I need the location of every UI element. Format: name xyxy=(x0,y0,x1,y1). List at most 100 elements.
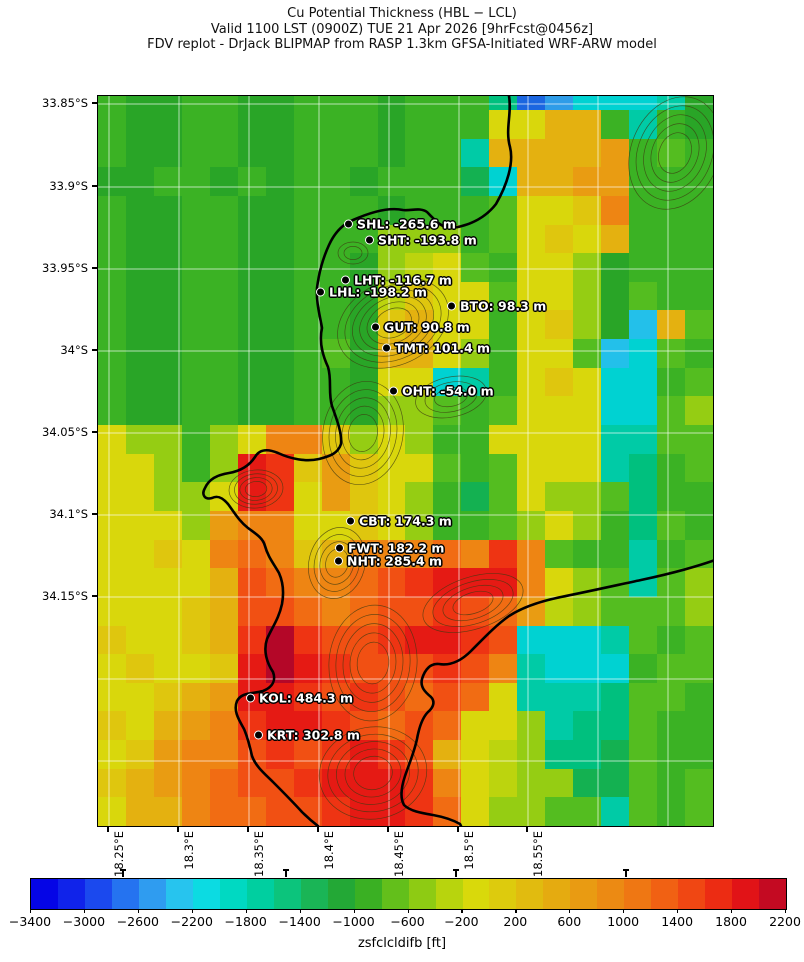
grid-cell xyxy=(629,96,658,110)
grid-cell xyxy=(573,138,602,168)
grid-cell xyxy=(98,682,126,712)
grid-cell xyxy=(545,740,574,769)
colorbar-segment xyxy=(489,879,517,909)
grid-cell xyxy=(601,310,630,340)
grid-cell xyxy=(685,740,713,769)
colorbar-segment xyxy=(435,879,463,909)
grid-row xyxy=(98,281,713,311)
grid-cell xyxy=(209,425,238,454)
grid-cell xyxy=(489,682,518,712)
grid-cell xyxy=(461,281,490,311)
grid-cell xyxy=(237,396,266,426)
colorbar-tick-mark xyxy=(731,909,733,913)
grid-cell xyxy=(125,425,154,454)
grid-cell xyxy=(545,482,574,511)
x-tick-mark xyxy=(107,826,109,832)
grid-cell xyxy=(545,138,574,168)
grid-cell xyxy=(517,539,546,569)
grid-row xyxy=(98,625,713,655)
grid-cell xyxy=(657,711,686,741)
grid-cell xyxy=(98,310,126,340)
contour-ring xyxy=(643,114,707,192)
grid-cell xyxy=(657,482,686,511)
colorbar-minor-mark xyxy=(283,869,288,877)
grid-cell xyxy=(125,96,154,110)
grid-cell xyxy=(517,396,546,426)
grid-cell xyxy=(153,453,182,483)
grid-cell xyxy=(209,711,238,741)
station-label: TMT: 101.4 m xyxy=(395,340,491,356)
contour-ring xyxy=(322,380,404,486)
grid-cell xyxy=(629,253,658,282)
grid-cell xyxy=(573,281,602,311)
grid-cell xyxy=(629,310,658,340)
grid-cell xyxy=(573,110,602,139)
grid-cell xyxy=(573,367,602,397)
y-tick-mark xyxy=(92,431,97,433)
grid-cell xyxy=(573,96,602,110)
contour-ring xyxy=(343,246,363,260)
grid-cell xyxy=(685,281,713,311)
colorbar-tick-mark xyxy=(461,909,463,913)
grid-cell xyxy=(433,224,462,254)
grid-cell xyxy=(125,195,154,225)
grid-cell xyxy=(629,224,658,254)
grid-cell xyxy=(657,396,686,426)
grid-cell xyxy=(545,682,574,712)
grid-cell xyxy=(545,768,574,798)
contour-ring xyxy=(658,132,692,174)
grid-cell xyxy=(573,253,602,282)
colorbar-segment xyxy=(624,879,652,909)
grid-cell xyxy=(265,195,294,225)
grid-cell xyxy=(685,482,713,511)
grid-cell xyxy=(461,568,490,597)
grid-cell xyxy=(629,711,658,741)
x-tick-text: 18.55°E xyxy=(531,831,545,877)
grid-cell xyxy=(629,339,658,368)
grid-cell xyxy=(489,510,518,540)
grid-cell xyxy=(657,768,686,798)
grid-cell xyxy=(489,711,518,741)
colorbar-segment xyxy=(597,879,625,909)
grid-row xyxy=(98,510,713,540)
grid-cell xyxy=(209,339,238,368)
grid-cell xyxy=(98,625,126,655)
grid-cell xyxy=(293,768,322,798)
grid-cell xyxy=(153,797,182,827)
station-marker-bto: BTO: 98.3 m xyxy=(447,299,546,314)
colorbar-segment xyxy=(381,879,409,909)
grid-cell xyxy=(181,568,210,597)
grid-cell xyxy=(461,425,490,454)
colorbar-segment xyxy=(327,879,355,909)
grid-cell xyxy=(265,339,294,368)
colorbar-segment xyxy=(516,879,544,909)
grid-cell xyxy=(181,711,210,741)
grid-cell xyxy=(601,138,630,168)
grid-cell xyxy=(461,453,490,483)
grid-cell xyxy=(405,596,434,626)
grid-cell xyxy=(237,253,266,282)
grid-cell xyxy=(293,682,322,712)
grid-cell xyxy=(629,740,658,769)
grid-row xyxy=(98,195,713,225)
grid-cell xyxy=(237,167,266,196)
grid-cell xyxy=(517,367,546,397)
grid-cell xyxy=(293,510,322,540)
contour-ring xyxy=(244,481,268,497)
grid-cell xyxy=(125,339,154,368)
grid-cell xyxy=(377,253,406,282)
grid-cell xyxy=(573,224,602,254)
y-tick-mark xyxy=(92,349,97,351)
grid-cell xyxy=(349,510,378,540)
grid-cell xyxy=(685,110,713,139)
grid-cell xyxy=(237,195,266,225)
grid-cell xyxy=(153,625,182,655)
grid-cell xyxy=(293,224,322,254)
grid-cell xyxy=(601,768,630,798)
grid-cell xyxy=(405,281,434,311)
grid-cell xyxy=(573,797,602,827)
grid-cell xyxy=(573,768,602,798)
contour-ring xyxy=(635,105,713,201)
grid-cell xyxy=(545,453,574,483)
grid-cell xyxy=(293,740,322,769)
